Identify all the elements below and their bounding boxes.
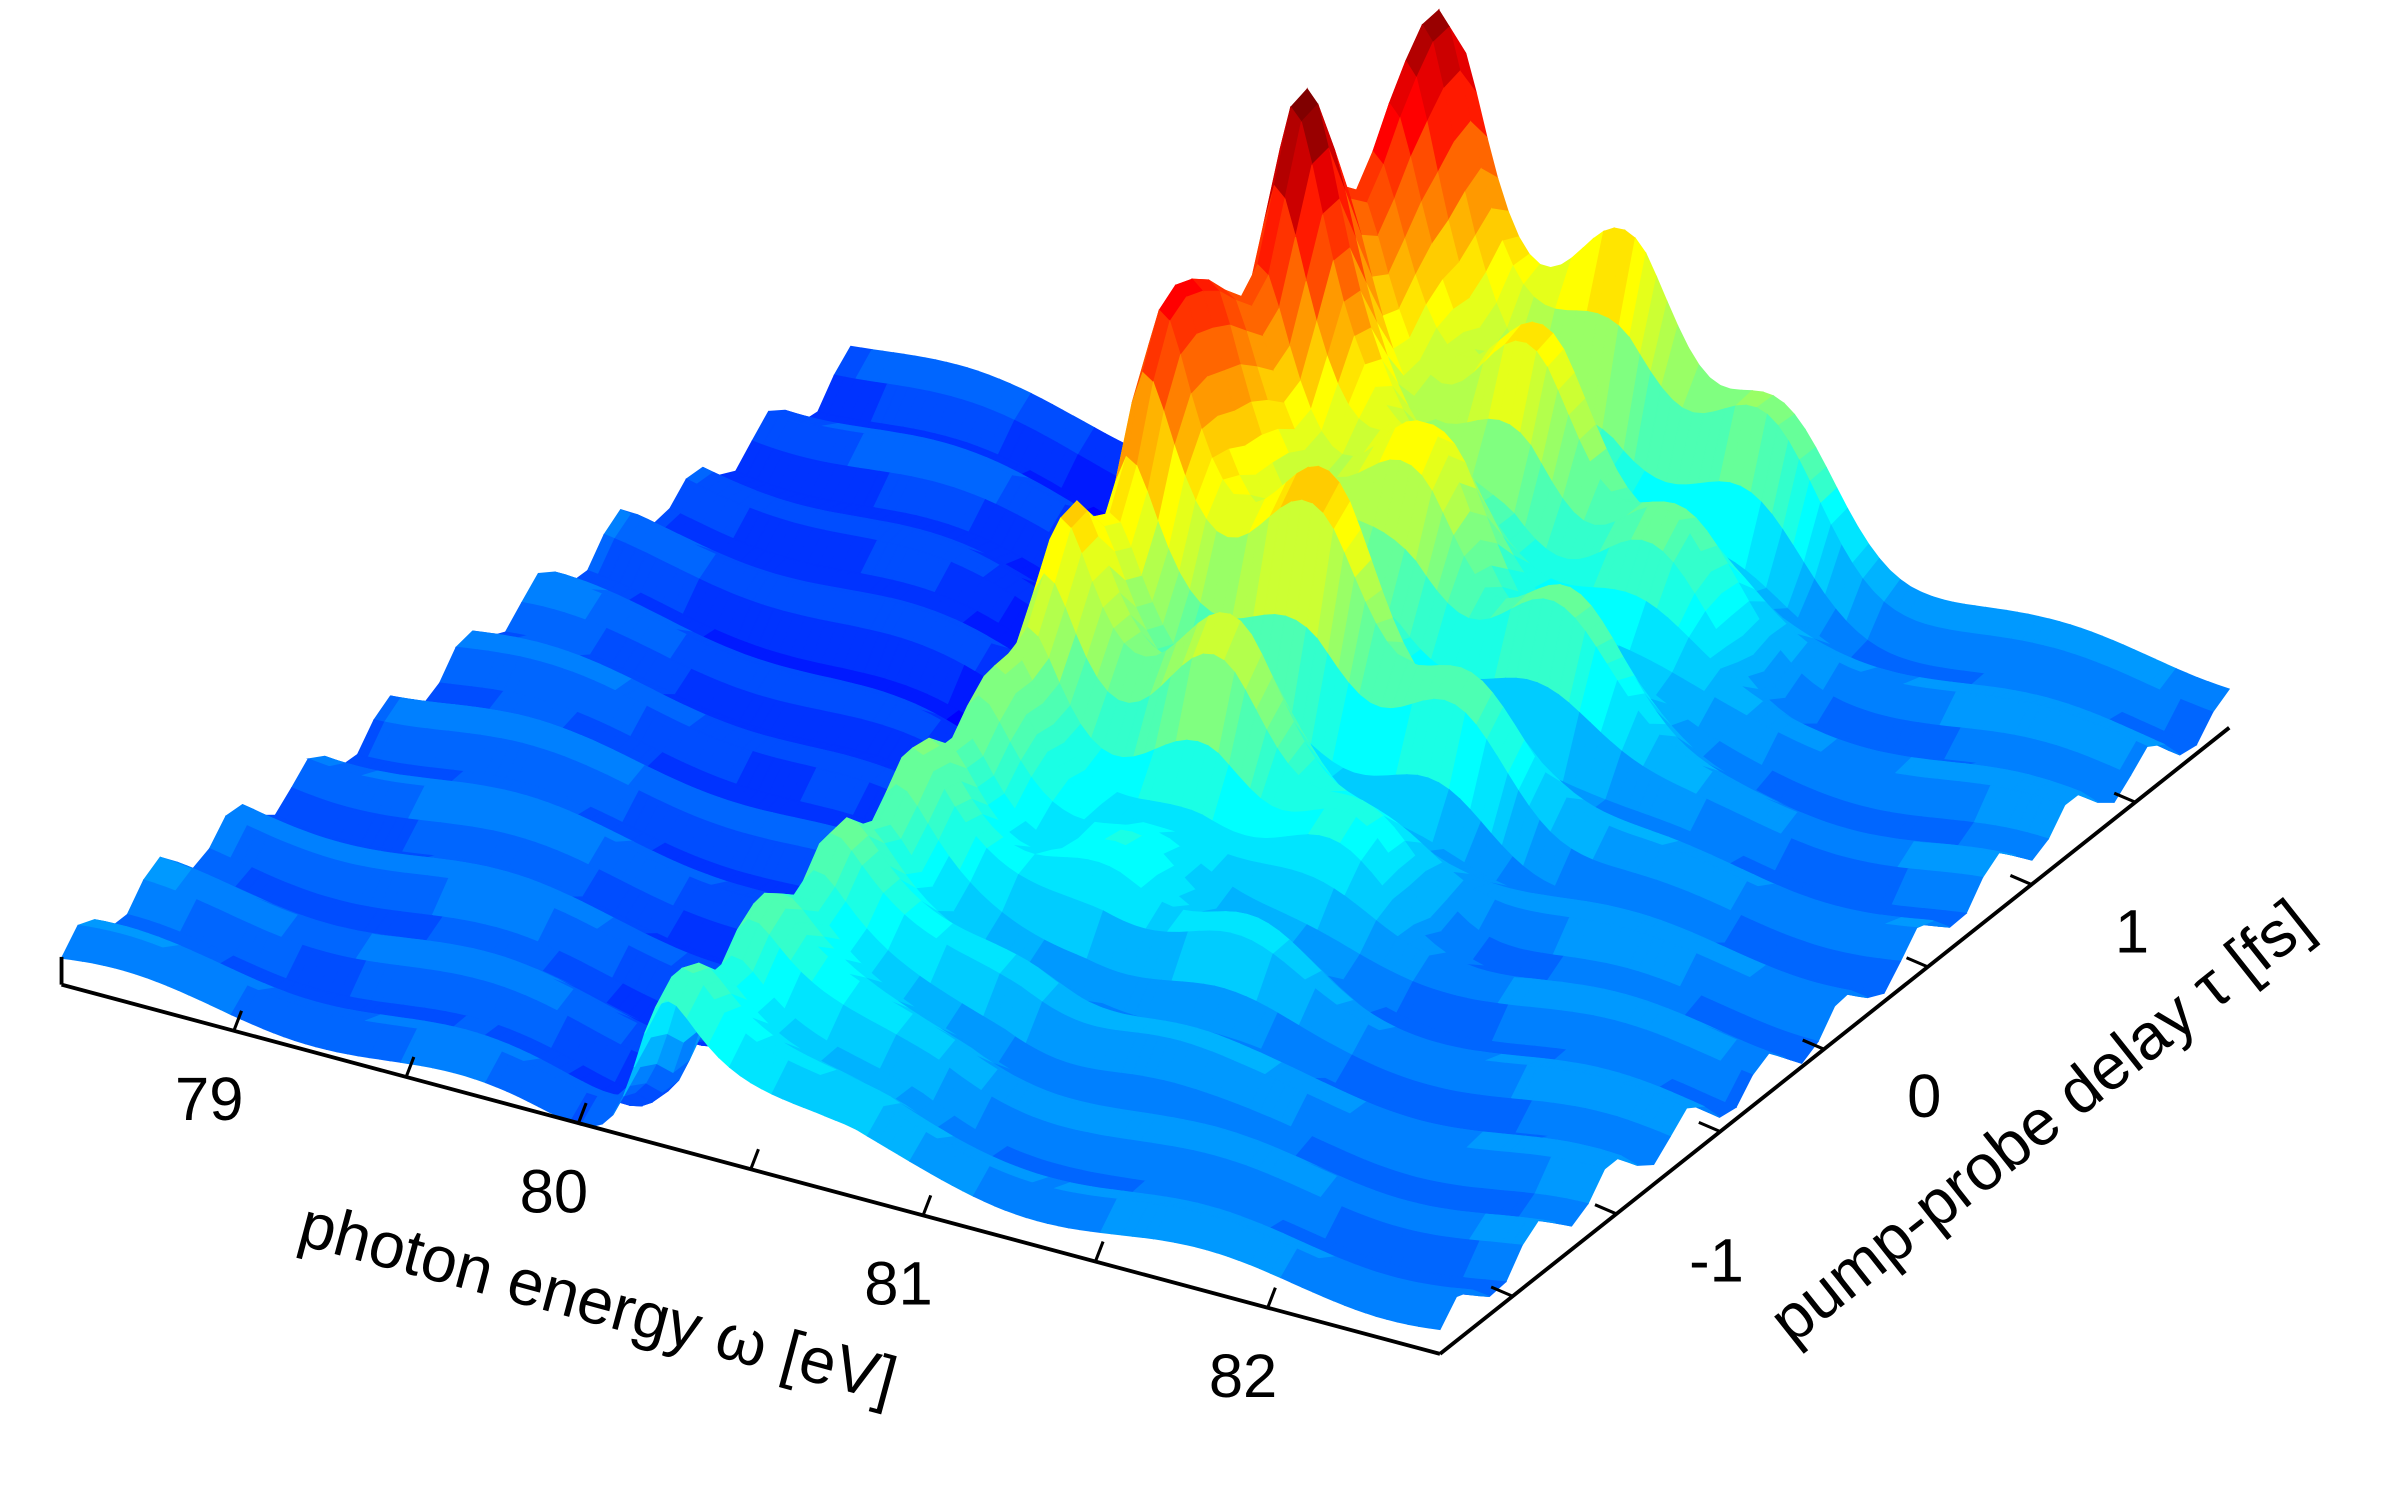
surface	[60, 8, 2231, 1331]
